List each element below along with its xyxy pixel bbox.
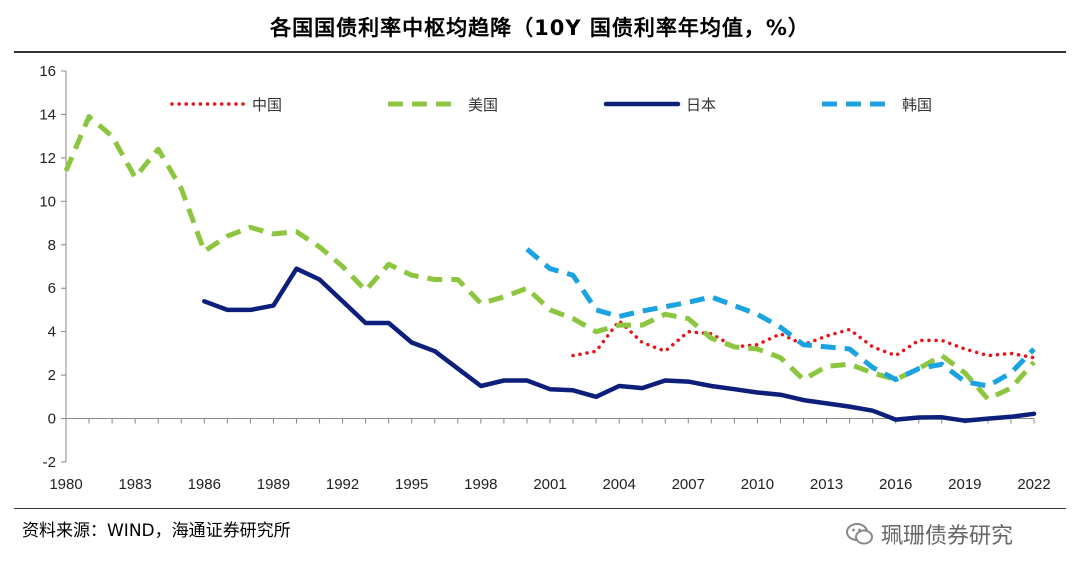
- y-tick-label: 2: [48, 367, 56, 384]
- legend-label-0: 中国: [252, 96, 282, 114]
- legend-label-3: 韩国: [902, 96, 932, 114]
- series-line-1: [63, 114, 1036, 402]
- y-tick-label: 6: [48, 280, 56, 297]
- legend-label-1: 美国: [468, 96, 498, 114]
- legend-label-2: 日本: [686, 96, 716, 114]
- y-tick-label: 10: [39, 193, 56, 210]
- x-tick-label: 1992: [326, 476, 359, 493]
- axes: -2 0 2 4 6 8 10 12 14 16 1980 1983 1986 1989 1992 1995 1…: [39, 63, 1050, 493]
- watermark: 珮珊债券研究: [845, 518, 1013, 550]
- y-tick-label: -2: [43, 454, 56, 471]
- x-tick-label: 1995: [395, 476, 428, 493]
- y-tick-label: 0: [48, 411, 56, 428]
- line-chart: -2 0 2 4 6 8 10 12 14 16 1980 1983 1986 1989 1992 1995 1…: [39, 63, 1050, 493]
- series-line-3: [525, 247, 1036, 389]
- x-tick-label: 1986: [188, 476, 221, 493]
- y-tick-label: 8: [48, 237, 56, 254]
- x-tick-label: 2001: [533, 476, 566, 493]
- x-tick-label: 1980: [49, 476, 82, 493]
- y-tick-label: 12: [39, 150, 56, 167]
- series-group: [63, 114, 1037, 423]
- watermark-text: 珮珊债券研究: [881, 524, 1014, 549]
- x-tick-label: 2022: [1017, 476, 1050, 493]
- y-tick-label: 14: [39, 106, 56, 123]
- x-tick-label: 2010: [741, 476, 774, 493]
- legend: 中国 美国 日本 韩国: [170, 96, 932, 114]
- x-tick-label: 1998: [464, 476, 497, 493]
- chart-title: 各国国债利率中枢均趋降（10Y 国债利率年均值，%）: [270, 16, 810, 40]
- x-tick-label: 1983: [118, 476, 151, 493]
- wechat-icon: [846, 523, 873, 545]
- series-line-2: [202, 266, 1037, 423]
- series-line-0: [571, 319, 1036, 360]
- x-tick-label: 2019: [948, 476, 981, 493]
- x-tick-label: 2016: [879, 476, 912, 493]
- x-tick-label: 1989: [257, 476, 290, 493]
- bottom-rule: [14, 508, 1066, 509]
- top-rule: [14, 51, 1066, 53]
- source-note: 资料来源：WIND，海通证券研究所: [22, 521, 291, 541]
- x-tick-label: 2013: [810, 476, 843, 493]
- y-tick-label: 16: [39, 63, 56, 80]
- y-tick-label: 4: [48, 324, 56, 341]
- x-tick-label: 2007: [672, 476, 705, 493]
- x-tick-label: 2004: [602, 476, 635, 493]
